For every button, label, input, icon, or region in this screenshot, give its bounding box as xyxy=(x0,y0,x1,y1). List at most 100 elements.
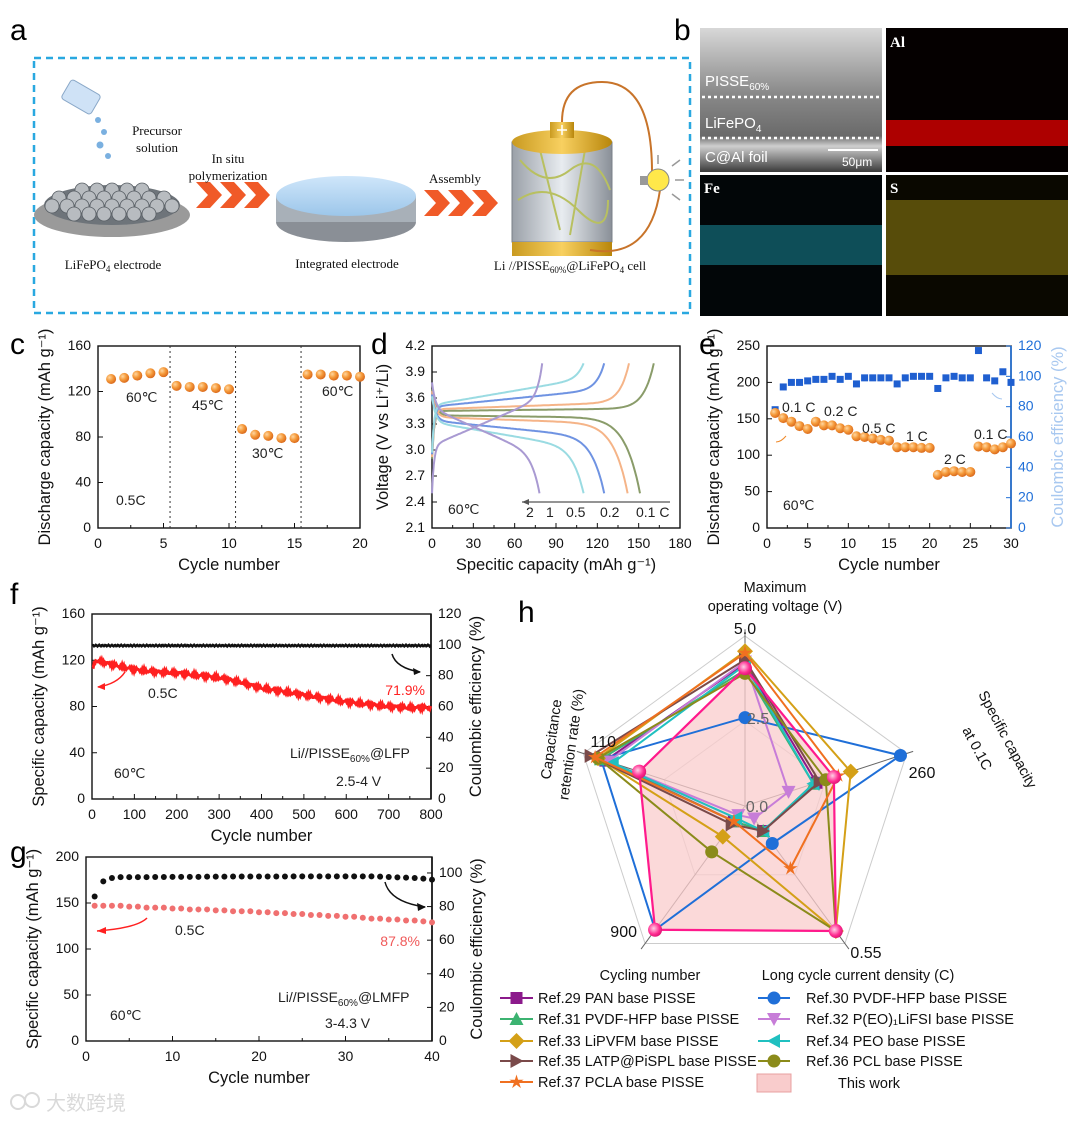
axis-max-label: 5.0 xyxy=(734,621,756,638)
x-tick-label: 30 xyxy=(466,535,482,551)
capacity-point xyxy=(420,918,427,925)
capacity-point xyxy=(186,906,193,913)
map-al-label: Al xyxy=(890,35,905,51)
voltage-window-label: 3-4.3 V xyxy=(325,1015,371,1031)
panel-label-c: c xyxy=(10,328,25,361)
particle xyxy=(126,206,142,222)
capacity-point xyxy=(325,912,332,919)
efficiency-point xyxy=(212,873,219,880)
capacity-point xyxy=(778,413,789,424)
capacity-point xyxy=(126,903,133,910)
legend-label: Ref.30 PVDF-HFP base PISSE xyxy=(806,991,1008,1007)
panel-label-a: a xyxy=(10,14,27,47)
this-work-point xyxy=(828,924,843,939)
axis-max-label: 900 xyxy=(610,924,637,941)
x-tick-label: 20 xyxy=(251,1048,267,1064)
layer-pisse-label: PISSE60% xyxy=(705,73,769,93)
rate-label: 1 C xyxy=(906,428,928,444)
legend-label: Ref.36 PCL base PISSE xyxy=(806,1054,963,1070)
voltage-window-label: 2.5-4 V xyxy=(336,773,382,789)
y2-tick-label: 40 xyxy=(438,728,454,744)
arrowhead-icon xyxy=(417,903,426,911)
capacity-point xyxy=(957,466,968,477)
efficiency-point xyxy=(877,374,885,382)
x-tick-label: 60 xyxy=(507,535,523,551)
efficiency-point xyxy=(351,873,358,880)
charge-curve-4 xyxy=(431,363,544,494)
legend-item: Ref.30 PVDF-HFP base PISSE xyxy=(758,991,1008,1007)
legend-item: Ref.33 LiPVFM base PISSE xyxy=(500,1033,719,1050)
panel-b-images: PISSE60% LiFePO4 C@Al foil 50μm Al Fe S xyxy=(700,28,1068,316)
star-marker xyxy=(737,645,753,660)
y-tick-label: 100 xyxy=(56,940,80,956)
circle-marker xyxy=(765,837,779,851)
efficiency-point xyxy=(787,378,795,386)
capacity-point xyxy=(770,407,781,418)
legend-item: Ref.34 PEO base PISSE xyxy=(758,1034,966,1050)
arrow-chevrons-1 xyxy=(196,182,270,208)
y2-tick-label: 0 xyxy=(438,790,446,806)
x-tick-label: 40 xyxy=(424,1048,440,1064)
capacity-point xyxy=(851,431,862,442)
legend-label: This work xyxy=(838,1076,901,1092)
capacity-point xyxy=(273,910,280,917)
capacity-point xyxy=(924,442,935,453)
temp-label: 60℃ xyxy=(126,389,157,405)
star-marker xyxy=(783,861,798,875)
watermark-text: 大数跨境 xyxy=(46,1092,126,1115)
retention-label: 87.8% xyxy=(380,933,420,949)
rate-label: 0.1 C xyxy=(636,504,669,520)
efficiency-point xyxy=(134,874,141,881)
x-tick-label: 15 xyxy=(287,535,303,551)
efficiency-point xyxy=(342,873,349,880)
capacity-point xyxy=(299,911,306,918)
x-tick-label: 30 xyxy=(338,1048,354,1064)
fe-signal-band xyxy=(700,225,882,265)
electrode-caption: LiFePO4 electrode xyxy=(65,257,162,274)
y-tick-label: 4.2 xyxy=(406,337,426,353)
y-tick-label: 100 xyxy=(737,446,761,462)
triangle-left-marker xyxy=(729,811,743,826)
step-polymerization-label-2: polymerization xyxy=(189,168,268,183)
capacity-point xyxy=(377,915,384,922)
x-tick-label: 15 xyxy=(881,535,897,551)
watermark: 大数跨境 xyxy=(10,1092,126,1115)
efficiency-point xyxy=(290,873,297,880)
efficiency-point xyxy=(974,347,982,355)
x-tick-label: 10 xyxy=(221,535,237,551)
y-tick-label: 3.9 xyxy=(406,363,426,379)
efficiency-point xyxy=(885,374,893,382)
capacity-point xyxy=(351,913,358,920)
axis-max-label: 260 xyxy=(909,765,936,782)
y-tick-label: 160 xyxy=(68,337,92,353)
x-tick-label: 700 xyxy=(377,806,401,822)
particle xyxy=(81,206,97,222)
retention-label: 71.9% xyxy=(385,682,425,698)
precursor-label-2: solution xyxy=(136,140,178,155)
x-axis-label: Cycle number xyxy=(838,556,940,574)
axis-title: Long cycle current density (C) xyxy=(762,968,955,984)
y-tick-label: 40 xyxy=(69,744,85,760)
circle-marker xyxy=(738,711,752,725)
capacity-point xyxy=(429,919,435,926)
x-tick-label: 150 xyxy=(627,535,651,551)
legend-item-this-work: This work xyxy=(756,1073,901,1093)
particle xyxy=(66,206,82,222)
particle xyxy=(141,206,157,222)
capacity-point xyxy=(160,904,167,911)
capacity-point xyxy=(342,913,349,920)
y-tick-label: 2.4 xyxy=(406,493,426,509)
axis-title: Specific capacity xyxy=(974,688,1039,792)
circle-marker xyxy=(767,1054,781,1068)
legend-item: Ref.29 PAN base PISSE xyxy=(500,991,696,1007)
efficiency-point xyxy=(108,875,115,882)
capacity-point xyxy=(900,442,911,453)
capacity-point xyxy=(818,420,829,431)
efficiency-point xyxy=(143,874,150,881)
capacity-point xyxy=(843,424,854,435)
rate-label: 0.5 C xyxy=(862,420,895,436)
efficiency-point xyxy=(204,873,211,880)
legend-item: Ref.32 P(EO)₁LiFSI base PISSE xyxy=(758,1012,1014,1028)
charge-curve-1 xyxy=(431,363,630,457)
